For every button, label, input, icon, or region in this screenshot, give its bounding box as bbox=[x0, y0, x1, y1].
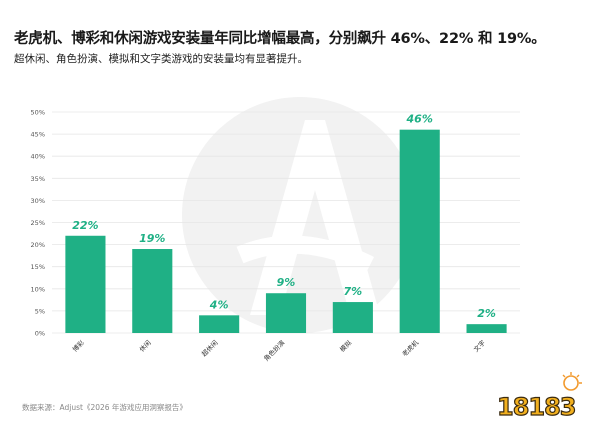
bar bbox=[466, 324, 507, 333]
x-tick-label: 老虎机 bbox=[400, 338, 421, 359]
data-label: 7% bbox=[344, 285, 363, 298]
y-tick-label: 40% bbox=[31, 153, 45, 161]
bar bbox=[199, 315, 240, 333]
x-tick-label: 角色扮演 bbox=[262, 338, 287, 363]
chart-title: 老虎机、博彩和休闲游戏安装量年同比增幅最高，分别飙升 46%、22% 和 19%… bbox=[14, 31, 546, 47]
y-tick-label: 30% bbox=[31, 197, 45, 205]
y-tick-label: 25% bbox=[31, 219, 45, 227]
x-tick-label: 模拟 bbox=[338, 338, 354, 354]
y-tick-label: 45% bbox=[31, 131, 45, 139]
bar bbox=[399, 129, 440, 333]
data-label: 22% bbox=[72, 219, 98, 232]
data-labels: 22% 19% 4% 9% 7% 46% 2% bbox=[72, 113, 496, 320]
bar bbox=[65, 235, 106, 333]
x-tick-label: 超休闲 bbox=[199, 338, 219, 358]
data-label: 4% bbox=[209, 298, 229, 311]
y-tick-label: 50% bbox=[31, 109, 45, 117]
site-logo: 18183 bbox=[493, 371, 589, 423]
data-label: 19% bbox=[139, 232, 165, 245]
data-label: 46% bbox=[406, 113, 433, 126]
y-axis-ticks: 0% 5% 10% 15% 20% 25% 30% 35% 40% 45% 50% bbox=[31, 109, 45, 338]
bar bbox=[332, 302, 373, 333]
bar bbox=[265, 293, 307, 333]
x-tick-label: 文字 bbox=[471, 338, 487, 354]
data-label: 9% bbox=[277, 276, 296, 289]
chart-subtitle: 超休闲、角色扮演、模拟和文字类游戏的安装量均有显著提升。 bbox=[14, 53, 308, 65]
bars bbox=[65, 129, 507, 333]
y-tick-label: 5% bbox=[35, 307, 45, 315]
y-tick-label: 0% bbox=[35, 330, 45, 338]
y-tick-label: 15% bbox=[31, 263, 45, 271]
grid-lines bbox=[52, 111, 520, 334]
y-tick-label: 10% bbox=[31, 285, 45, 293]
y-tick-label: 20% bbox=[31, 241, 45, 249]
y-tick-label: 35% bbox=[31, 175, 45, 183]
logo-text: 18183 bbox=[497, 393, 576, 421]
x-axis-ticks: 博彩 休闲 超休闲 角色扮演 模拟 老虎机 文字 bbox=[70, 338, 487, 363]
source-footnote: 数据来源：Adjust《2026 年游戏应用洞察报告》 bbox=[22, 403, 187, 412]
x-tick-label: 博彩 bbox=[70, 338, 86, 354]
data-label: 2% bbox=[477, 307, 496, 320]
sun-icon bbox=[562, 372, 582, 391]
bar bbox=[132, 249, 173, 333]
x-tick-label: 休闲 bbox=[137, 338, 153, 354]
